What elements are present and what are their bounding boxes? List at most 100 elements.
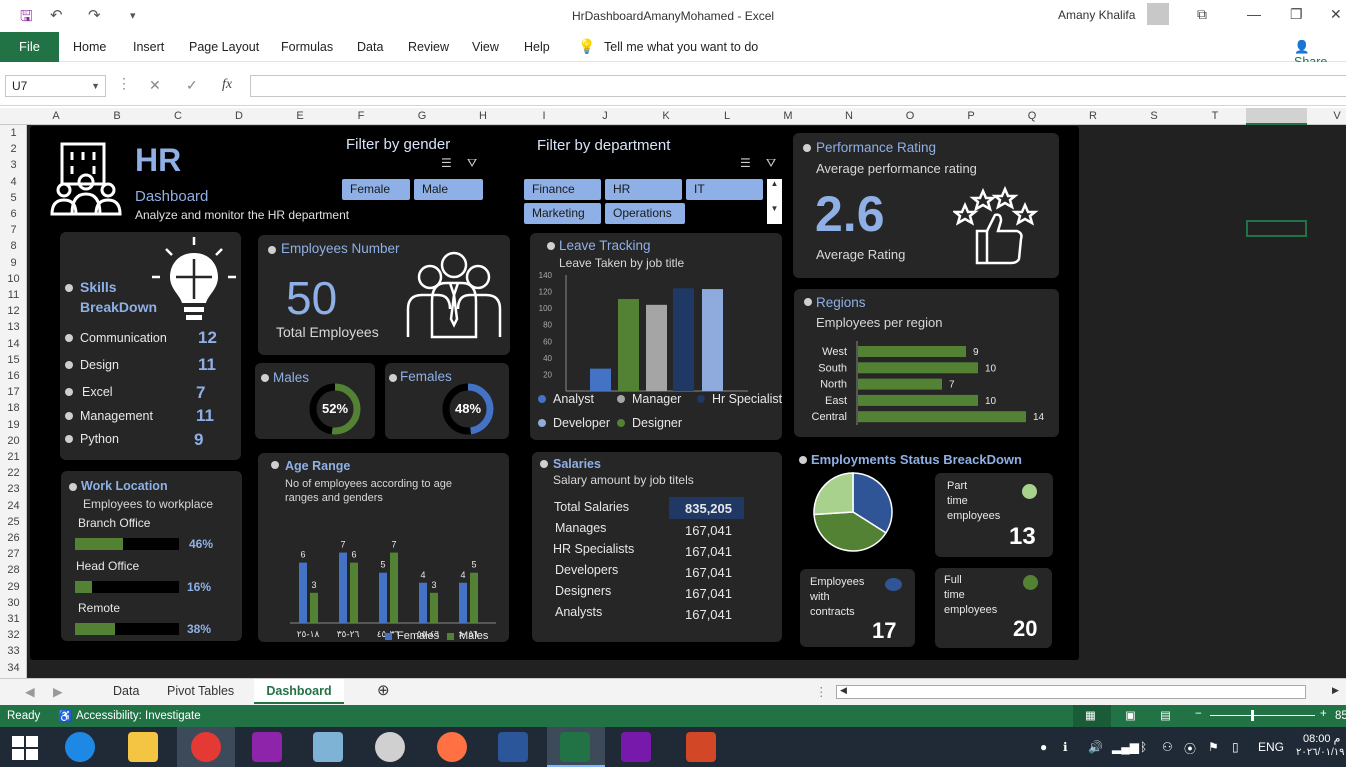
bar[interactable] — [590, 368, 611, 391]
bar[interactable] — [858, 411, 1026, 423]
scroll-right-icon[interactable]: ▶ — [1332, 685, 1339, 695]
multi-select-icon-dept[interactable]: ☰ — [740, 156, 751, 170]
column-header[interactable]: F — [357, 110, 365, 122]
row-header[interactable]: 13 — [7, 321, 20, 334]
column-header[interactable]: Q — [1027, 110, 1037, 122]
row-header[interactable]: 27 — [7, 548, 20, 561]
row-header[interactable]: 19 — [7, 418, 20, 431]
redo-icon[interactable]: ↷ — [88, 7, 101, 24]
column-header[interactable]: M — [783, 110, 793, 122]
column-header[interactable]: J — [602, 110, 608, 122]
ie-icon[interactable] — [65, 732, 95, 762]
excel-icon[interactable] — [560, 732, 590, 762]
column-header[interactable]: A — [52, 110, 60, 122]
bar[interactable] — [858, 346, 966, 357]
formula-input[interactable] — [250, 75, 1346, 97]
column-header[interactable]: D — [235, 110, 243, 122]
wifi-icon[interactable]: ⚇ — [1162, 740, 1173, 754]
firefox-icon[interactable] — [437, 732, 467, 762]
row-header[interactable]: 28 — [7, 564, 20, 577]
row-header[interactable]: 23 — [7, 483, 20, 496]
slicer-operations[interactable]: Operations — [605, 203, 685, 224]
row-header[interactable]: 30 — [7, 596, 20, 609]
restore-icon[interactable]: ❐ — [1290, 6, 1303, 22]
column-header[interactable]: I — [542, 110, 546, 122]
pie-slice[interactable] — [813, 511, 887, 552]
winrar-icon[interactable] — [252, 732, 282, 762]
customize-qat-icon[interactable]: ▾ — [130, 10, 136, 22]
row-header[interactable]: 9 — [10, 256, 17, 269]
language-indicator[interactable]: ENG — [1258, 740, 1285, 754]
bar[interactable] — [339, 552, 347, 623]
clear-filter-icon[interactable]: ⛛ — [467, 156, 478, 170]
column-header[interactable]: P — [967, 110, 975, 122]
slicer-scrollbar[interactable]: ▲ ▼ — [767, 179, 782, 224]
chrome-icon[interactable] — [191, 732, 221, 762]
tab-formulas[interactable]: Formulas — [281, 40, 334, 54]
onenote-icon[interactable] — [621, 732, 651, 762]
bar[interactable] — [390, 552, 398, 623]
save-icon[interactable]: 🖫 — [20, 8, 33, 25]
column-header[interactable]: G — [417, 110, 427, 122]
scroll-left-icon[interactable]: ◀ — [840, 685, 847, 695]
accessibility-icon[interactable]: ♿ — [58, 711, 73, 723]
row-header[interactable]: 22 — [7, 467, 20, 480]
slicer-marketing[interactable]: Marketing — [524, 203, 601, 224]
powerpoint-icon[interactable] — [686, 732, 716, 762]
battery-icon[interactable]: ▯ — [1232, 740, 1239, 754]
prev-sheet-icon[interactable]: ◀ — [25, 685, 35, 699]
bar[interactable] — [858, 394, 978, 406]
row-header[interactable]: 29 — [7, 580, 20, 593]
bar[interactable] — [858, 378, 942, 390]
clear-filter-icon-dept[interactable]: ⛛ — [766, 156, 777, 170]
page-break-icon[interactable]: ▤ — [1160, 710, 1171, 722]
flag-icon[interactable]: ⚑ — [1208, 740, 1219, 754]
row-header[interactable]: 26 — [7, 532, 20, 544]
row-header[interactable]: 2 — [10, 143, 17, 156]
column-header[interactable]: O — [905, 110, 915, 122]
row-header[interactable]: 34 — [7, 661, 20, 674]
tab-help[interactable]: Help — [524, 40, 550, 54]
row-header[interactable]: 10 — [7, 272, 20, 285]
bar[interactable] — [470, 572, 478, 623]
row-header[interactable]: 8 — [10, 240, 17, 253]
column-header[interactable]: K — [662, 110, 670, 122]
bar[interactable] — [858, 362, 978, 374]
column-header[interactable]: V — [1333, 110, 1341, 122]
bar[interactable] — [673, 288, 694, 391]
avatar[interactable] — [1147, 3, 1169, 25]
sheet-tab-data[interactable]: Data — [113, 684, 140, 698]
bar[interactable] — [430, 592, 438, 623]
column-header[interactable]: N — [845, 110, 853, 122]
bar[interactable] — [350, 562, 358, 623]
row-header[interactable]: 32 — [7, 629, 20, 642]
row-header[interactable]: 33 — [7, 645, 20, 658]
column-header[interactable]: R — [1089, 110, 1097, 122]
close-icon[interactable]: ✕ — [1330, 6, 1342, 22]
word-icon[interactable] — [498, 732, 528, 762]
slicer-it[interactable]: IT — [686, 179, 763, 200]
snipping-tool-icon[interactable] — [375, 732, 405, 762]
bar[interactable] — [646, 304, 667, 391]
bar[interactable] — [459, 582, 467, 623]
tab-review[interactable]: Review — [408, 40, 449, 54]
notification-icon[interactable]: ● — [1040, 740, 1048, 754]
tab-home[interactable]: Home — [73, 40, 107, 54]
bar[interactable] — [310, 592, 318, 623]
row-header[interactable]: 11 — [7, 289, 20, 301]
file-explorer-icon[interactable] — [128, 732, 158, 762]
row-header[interactable]: 5 — [10, 191, 17, 204]
tab-page-layout[interactable]: Page Layout — [189, 40, 260, 54]
bar[interactable] — [419, 582, 427, 623]
clock-time[interactable]: 08:00 م — [1303, 733, 1341, 745]
column-header[interactable]: B — [113, 110, 121, 122]
row-header[interactable]: 14 — [7, 337, 20, 350]
tab-data[interactable]: Data — [357, 40, 384, 54]
zoom-in-icon[interactable]: + — [1320, 708, 1327, 720]
horizontal-scrollbar[interactable] — [836, 685, 1306, 699]
row-header[interactable]: 15 — [7, 353, 20, 366]
page-layout-icon[interactable]: ▣ — [1125, 710, 1136, 722]
tell-me-box[interactable]: Tell me what you want to do — [604, 40, 759, 54]
row-header[interactable]: 16 — [7, 370, 20, 382]
row-header[interactable]: 7 — [10, 224, 17, 237]
